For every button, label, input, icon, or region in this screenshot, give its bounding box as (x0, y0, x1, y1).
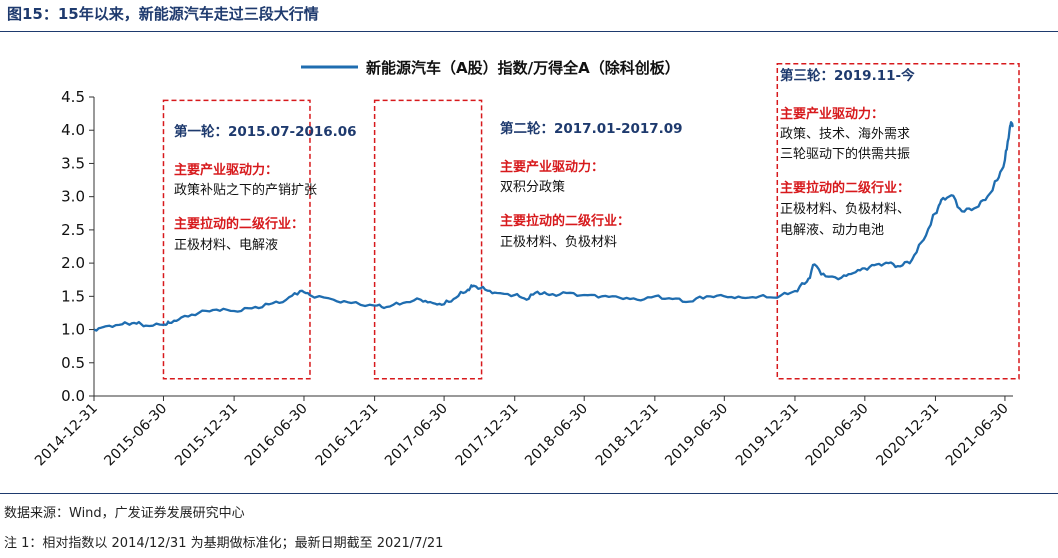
legend-label: 新能源汽车（A股）指数/万得全A（除科创板） (366, 59, 680, 77)
period-2-drivers-label: 主要产业驱动力： (500, 159, 604, 175)
period-3-sector-line: 正极材料、负极材料、 (780, 202, 910, 217)
annotation-texts: 第一轮：2015.07-2016.06主要产业驱动力：政策补贴之下的产销扩张主要… (174, 67, 915, 253)
y-tick-label: 3.0 (61, 188, 85, 206)
period-2-title: 第二轮：2017.01-2017.09 (500, 120, 683, 137)
x-tick-label: 2020-06-30 (803, 401, 872, 470)
x-tick-label: 2015-06-30 (101, 401, 170, 470)
period-3-title: 第三轮：2019.11-今 (780, 67, 915, 84)
x-tick-label: 2015-12-31 (172, 401, 241, 470)
period-1-title: 第一轮：2015.07-2016.06 (174, 123, 357, 140)
x-tick-label: 2018-06-30 (522, 401, 591, 470)
chart-axes: 0.0 0.5 1.0 1.5 2.0 2.5 3.0 3.5 4.0 4.5 2014-12-31… (32, 88, 1013, 469)
period-2-sector-line: 正极材料、负极材料 (500, 235, 617, 250)
footnote: 注 1：相对指数以 2014/12/31 为基期做标准化；最新日期截至 2021… (4, 536, 444, 551)
footer-divider (0, 493, 1058, 494)
y-tick-label: 4.5 (61, 88, 85, 106)
y-tick-label: 0.0 (61, 387, 85, 405)
period-1-driver-line: 政策补贴之下的产销扩张 (174, 182, 317, 198)
series-group (93, 121, 1014, 332)
period-2-driver-line: 双积分政策 (500, 179, 565, 195)
source-note: 数据来源：Wind，广发证券发展研究中心 (4, 506, 245, 521)
period-1-sector-line: 正极材料、电解液 (174, 238, 278, 253)
y-tick-label: 3.5 (61, 154, 85, 172)
x-tick-label: 2017-12-31 (453, 401, 522, 470)
x-tick-label: 2014-12-31 (32, 401, 101, 470)
period-3-drivers-label: 主要产业驱动力： (780, 106, 884, 122)
x-tick-label: 2018-12-31 (593, 401, 662, 470)
period-3-box (776, 63, 1020, 380)
y-tick-label: 1.0 (61, 321, 85, 339)
y-tick-label: 2.0 (61, 254, 85, 272)
x-tick-label: 2019-12-31 (733, 401, 802, 470)
x-tick-label: 2016-12-31 (313, 401, 382, 470)
period-3-driver-line: 三轮驱动下的供需共振 (780, 146, 910, 162)
period-1-sectors-label: 主要拉动的二级行业： (174, 216, 304, 232)
period-2-sectors-label: 主要拉动的二级行业： (500, 213, 630, 229)
period-1-box (162, 99, 311, 380)
x-tick-label: 2021-06-30 (943, 401, 1012, 470)
chart: 0.0 0.5 1.0 1.5 2.0 2.5 3.0 3.5 4.0 4.5 2014-12-31… (32, 59, 1020, 469)
title-divider (0, 31, 1058, 32)
period-3-sector-line: 电解液、动力电池 (780, 223, 884, 238)
x-tick-label: 2016-06-30 (242, 401, 311, 470)
y-tick-label: 2.5 (61, 221, 85, 239)
period-2-box (373, 99, 483, 380)
y-tick-label: 0.5 (61, 354, 85, 372)
figure-title: 图15：15年以来，新能源汽车走过三段大行情 (7, 5, 319, 23)
annotation-boxes (162, 63, 1020, 380)
x-tick-label: 2020-12-31 (873, 401, 942, 470)
period-3-sectors-label: 主要拉动的二级行业： (780, 180, 910, 196)
x-tick-label: 2019-06-30 (662, 401, 731, 470)
period-3-driver-line: 政策、技术、海外需求 (780, 126, 910, 142)
y-tick-label: 4.0 (61, 121, 85, 139)
period-1-drivers-label: 主要产业驱动力： (174, 162, 278, 178)
series-line-0 (93, 121, 1014, 332)
x-tick-label: 2017-06-30 (382, 401, 451, 470)
legend: 新能源汽车（A股）指数/万得全A（除科创板） (301, 59, 680, 77)
y-tick-label: 1.5 (61, 287, 85, 305)
